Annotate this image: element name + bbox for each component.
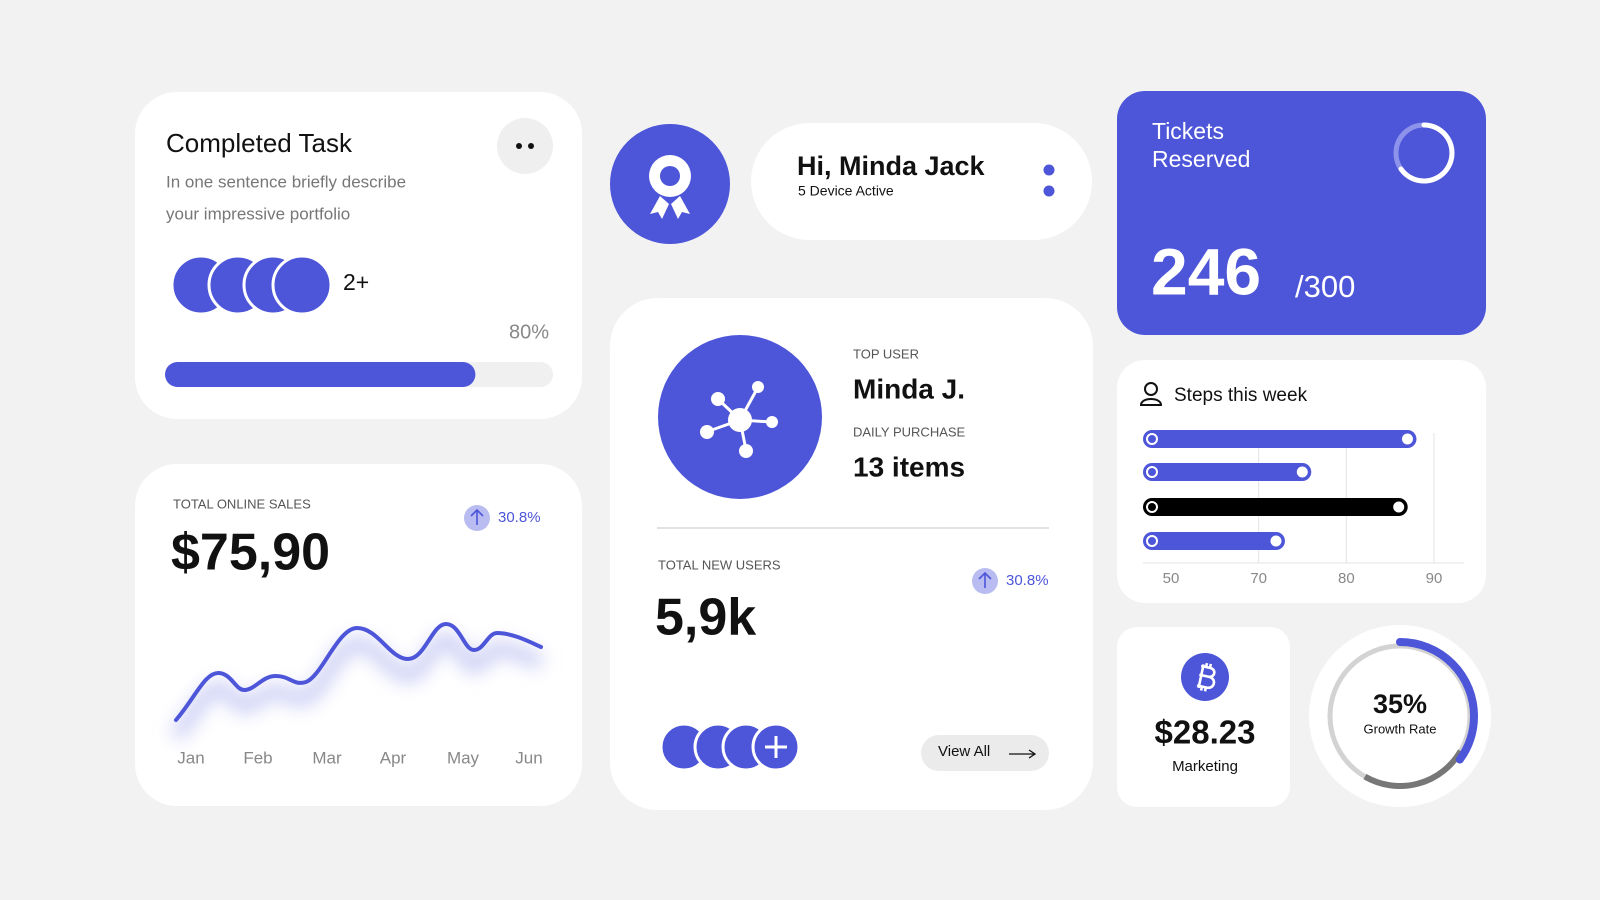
x-tick-label: 50	[1163, 570, 1180, 587]
greeting-title: Hi, Minda Jack	[797, 151, 986, 181]
tickets-title: Reserved	[1152, 146, 1250, 172]
view-all-label: View All	[938, 743, 990, 760]
arrow-up	[470, 508, 484, 525]
sales-change: 30.8%	[498, 509, 541, 526]
network-icon	[700, 381, 778, 458]
bar-start-knob	[1146, 501, 1158, 513]
new-users-label: TOTAL NEW USERS	[658, 557, 781, 572]
month-label: Jun	[515, 748, 542, 767]
person-icon	[1139, 382, 1163, 406]
bar	[1143, 498, 1408, 516]
month-label: Mar	[312, 748, 342, 767]
count-label: 2+	[343, 269, 369, 295]
months: Jan Feb Mar Apr May Jun	[177, 748, 542, 767]
growth-card	[1309, 625, 1491, 807]
bar-end-knob	[1393, 501, 1405, 513]
dot	[1043, 185, 1055, 197]
purchase-label: DAILY PURCHASE	[853, 424, 966, 439]
month-label: May	[447, 748, 480, 767]
sales-label: TOTAL ONLINE SALES	[173, 496, 311, 511]
bar-end-knob	[1401, 433, 1413, 445]
bitcoin-icon	[1196, 662, 1216, 692]
bar	[1143, 463, 1312, 481]
dot	[528, 143, 534, 149]
bar-start-knob	[1146, 433, 1158, 445]
bitcoin-card	[1117, 627, 1290, 807]
bar-end-knob	[1270, 535, 1282, 547]
new-users-value: 5,9k	[655, 589, 756, 647]
bar-start-knob	[1146, 535, 1158, 547]
view-all-button[interactable]	[921, 735, 1049, 771]
month-label: Feb	[243, 748, 272, 767]
x-tick-label: 70	[1250, 570, 1267, 587]
tickets-total: /300	[1295, 269, 1355, 304]
tickets-reserved: 246	[1151, 234, 1261, 308]
x-tick-label: 80	[1338, 570, 1355, 587]
progress-fill	[165, 362, 476, 387]
avatars	[170, 254, 333, 316]
bar	[1143, 430, 1417, 448]
task-card	[135, 92, 582, 419]
sales-line	[174, 621, 543, 722]
plus-icon	[765, 736, 787, 758]
arrow-up	[978, 571, 992, 588]
growth-caption: Growth Rate	[1364, 721, 1437, 736]
new-users-change: 30.8%	[1006, 572, 1049, 589]
steps-title: Steps this week	[1174, 385, 1308, 406]
bar-start-knob	[1146, 466, 1158, 478]
tickets-title: Tickets	[1152, 118, 1224, 144]
arrow-right	[1009, 749, 1037, 759]
month-label: Jan	[177, 748, 204, 767]
x-tick-label: 90	[1426, 570, 1443, 587]
dot	[516, 143, 522, 149]
greeting-card	[751, 123, 1092, 240]
top-user-name: Minda J.	[853, 373, 965, 404]
purchase-value: 13 items	[853, 451, 965, 482]
sales-card	[135, 464, 582, 806]
growth-arc	[1322, 638, 1478, 794]
progress-label: 80%	[509, 321, 549, 343]
growth-value: 35%	[1373, 689, 1427, 719]
bar	[1143, 532, 1285, 550]
award-inner	[660, 166, 680, 186]
task-desc: In one sentence briefly describe	[166, 172, 406, 191]
greeting-subtitle: 5 Device Active	[798, 183, 894, 199]
top-user-label: TOP USER	[853, 346, 919, 361]
month-label: Apr	[380, 748, 407, 767]
task-desc: your impressive portfolio	[166, 204, 350, 223]
bitcoin-label: Marketing	[1172, 758, 1238, 775]
growth-ring-dark	[1327, 643, 1473, 789]
menu-button[interactable]	[497, 118, 553, 174]
bitcoin-amount: $28.23	[1155, 714, 1256, 751]
task-title: Completed Task	[166, 128, 353, 158]
tickets-ring-arc	[1398, 122, 1455, 184]
bar-end-knob	[1296, 466, 1308, 478]
dot	[1043, 164, 1055, 176]
sales-line-shadow	[170, 632, 544, 741]
sales-amount: $75,90	[171, 524, 330, 582]
